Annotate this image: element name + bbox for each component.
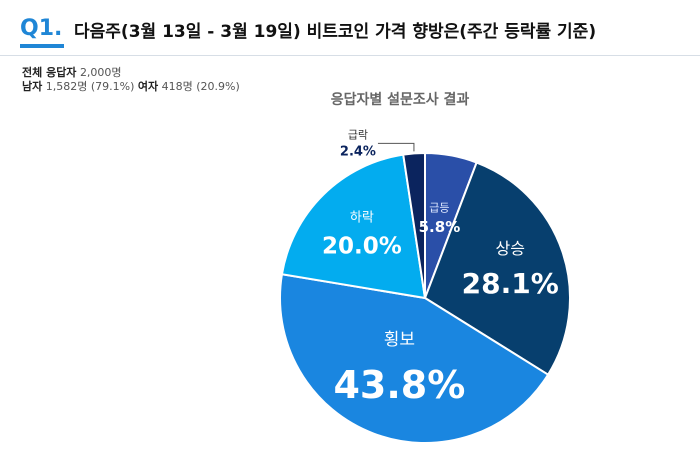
question-number-underline xyxy=(20,44,64,48)
slice-label: 급등 xyxy=(429,201,449,214)
pie-slice-5 xyxy=(402,151,426,299)
pie-slices xyxy=(279,151,571,444)
slice-label: 하락 xyxy=(350,210,374,225)
pie-labels: 급등 5.8% 상승 28.1% 횡보 43.8% 하락 20.0% 급락 2.4% xyxy=(322,128,559,407)
slice-value: 28.1% xyxy=(462,267,559,300)
slice-value: 43.8% xyxy=(333,363,465,407)
header-divider xyxy=(0,55,700,56)
total-respondents: 전체 응답자 2,000명 xyxy=(22,66,240,80)
male-value: 1,582명 (79.1%) xyxy=(45,80,135,93)
pie-slice-3 xyxy=(279,273,550,444)
male-label: 남자 xyxy=(22,80,43,93)
leader-line-5 xyxy=(377,142,415,152)
slice-label: 횡보 xyxy=(384,330,415,350)
question-header: Q1. 다음주(3월 13일 - 3월 19일) 비트코인 가격 향방은(주간 … xyxy=(0,0,700,56)
total-label: 전체 응답자 xyxy=(22,66,77,79)
slice-label: 상승 xyxy=(495,239,524,258)
pie-slice-2 xyxy=(423,161,571,377)
chart-title: 응답자별 설문조사 결과 xyxy=(331,91,470,108)
slice-value: 5.8% xyxy=(419,218,461,236)
gender-breakdown: 남자 1,582명 (79.1%) 여자 418명 (20.9%) xyxy=(22,80,240,94)
respondent-stats: 전체 응답자 2,000명 남자 1,582명 (79.1%) 여자 418명 … xyxy=(22,66,240,94)
slice-value: 20.0% xyxy=(322,233,402,259)
slice-label: 급락 xyxy=(348,128,368,141)
slice-value: 2.4% xyxy=(340,144,376,159)
female-value: 418명 (20.9%) xyxy=(161,80,240,93)
question-title: 다음주(3월 13일 - 3월 19일) 비트코인 가격 향방은(주간 등락률 … xyxy=(74,22,597,42)
question-number: Q1. xyxy=(20,16,63,41)
total-value: 2,000명 xyxy=(79,66,122,79)
pie-slice-4 xyxy=(280,153,427,300)
female-label: 여자 xyxy=(137,80,159,93)
